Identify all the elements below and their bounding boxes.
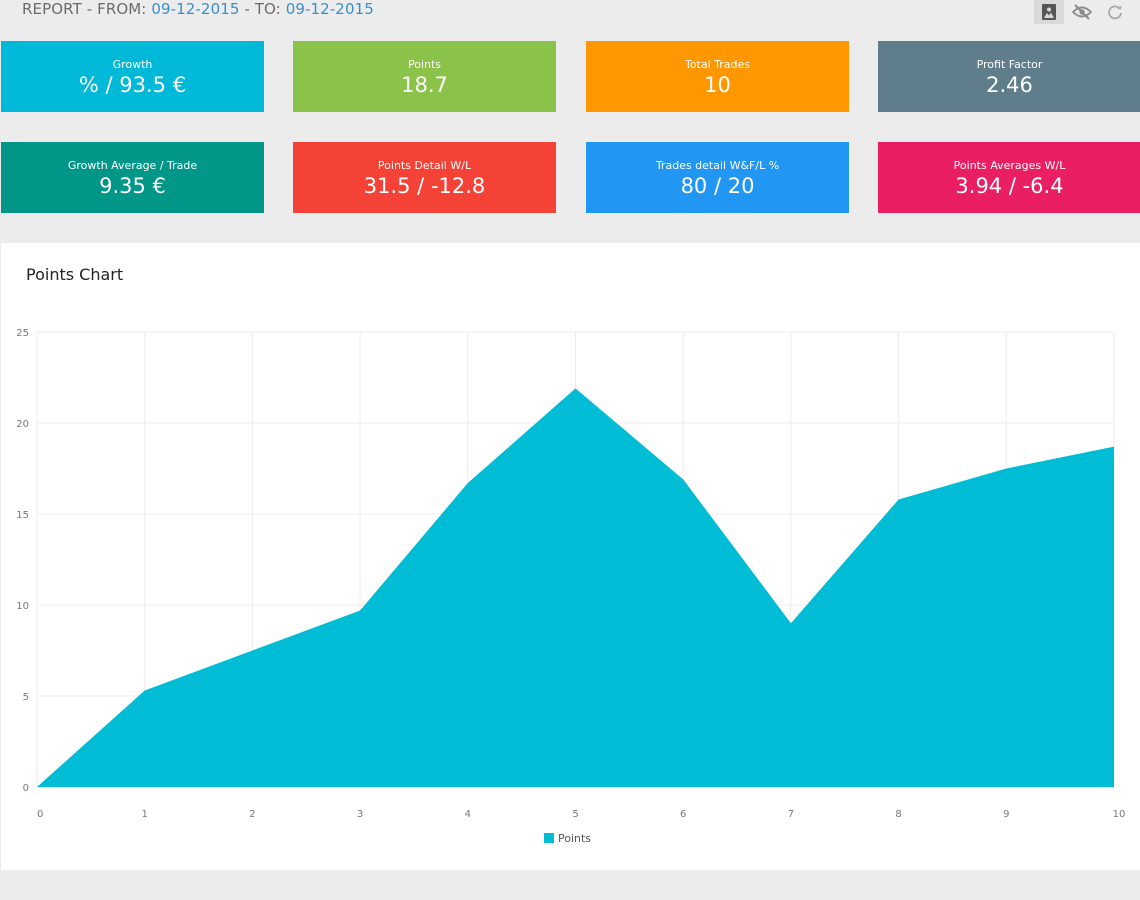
card-label: Total Trades <box>684 58 751 71</box>
points-chart: 0 5 10 15 20 25 0 1 2 3 4 5 6 7 8 9 10 Points <box>16 328 1126 845</box>
card-profit-factor: Profit Factor 2.46 <box>878 41 1140 112</box>
y-tick-label: 5 <box>23 692 29 703</box>
card-value: 18.7 <box>401 73 448 97</box>
y-tick-label: 25 <box>16 328 29 339</box>
y-tick-label: 10 <box>16 601 29 612</box>
x-tick-label: 6 <box>680 809 686 820</box>
card-value: 2.46 <box>986 73 1033 97</box>
chart-title: Points Chart <box>26 265 124 284</box>
x-tick-label: 5 <box>572 809 578 820</box>
card-label: Growth Average / Trade <box>67 159 198 172</box>
card-points: Points 18.7 <box>293 41 556 112</box>
x-tick-label: 10 <box>1113 809 1126 820</box>
x-tick-label: 0 <box>37 809 43 820</box>
x-tick-label: 4 <box>465 809 471 820</box>
x-tick-label: 8 <box>895 809 901 820</box>
y-tick-label: 20 <box>16 419 29 430</box>
card-value: % / 93.5 € <box>78 73 187 97</box>
series-area-points <box>37 388 1114 787</box>
report-prefix: REPORT - FROM: <box>22 0 152 18</box>
card-label: Trades detail W&F/L % <box>655 159 780 172</box>
legend-swatch <box>544 833 554 843</box>
card-points-averages: Points Averages W/L 3.94 / -6.4 <box>878 142 1140 213</box>
x-tick-label: 9 <box>1003 809 1009 820</box>
card-value: 80 / 20 <box>680 174 755 198</box>
card-label: Profit Factor <box>976 58 1043 71</box>
x-tick-label: 3 <box>357 809 363 820</box>
card-value: 9.35 € <box>99 174 166 198</box>
card-label: Growth <box>112 58 153 71</box>
y-tick-label: 15 <box>16 510 29 521</box>
x-tick-label: 1 <box>142 809 148 820</box>
card-value: 3.94 / -6.4 <box>955 174 1064 198</box>
x-tick-label: 7 <box>788 809 794 820</box>
report-middle: - TO: <box>239 0 286 18</box>
card-growth: Growth % / 93.5 € <box>1 41 264 112</box>
card-value: 10 <box>704 73 731 97</box>
card-trades-detail: Trades detail W&F/L % 80 / 20 <box>586 142 849 213</box>
card-label: Points <box>407 58 442 71</box>
card-points-detail: Points Detail W/L 31.5 / -12.8 <box>293 142 556 213</box>
to-date[interactable]: 09-12-2015 <box>285 0 374 18</box>
refresh-button[interactable] <box>1100 0 1130 24</box>
chart-panel: Points Chart 0 5 10 15 20 25 0 1 2 3 4 5 6 7 8 9 10 Point… <box>1 243 1140 870</box>
card-label: Points Detail W/L <box>377 159 472 172</box>
card-total-trades: Total Trades 10 <box>586 41 849 112</box>
card-label: Points Averages W/L <box>953 159 1066 172</box>
from-date[interactable]: 09-12-2015 <box>151 0 240 18</box>
report-header: REPORT - FROM: 09-12-2015 - TO: 09-12-20… <box>0 0 1140 24</box>
image-icon <box>1042 4 1056 20</box>
x-tick-label: 2 <box>249 809 255 820</box>
legend-label: Points <box>558 832 591 845</box>
report-title: REPORT - FROM: 09-12-2015 - TO: 09-12-20… <box>22 0 374 18</box>
card-value: 31.5 / -12.8 <box>363 174 486 198</box>
image-button[interactable] <box>1034 0 1064 24</box>
refresh-icon <box>1107 4 1123 20</box>
hide-button[interactable] <box>1067 0 1097 24</box>
y-tick-label: 0 <box>23 783 29 794</box>
card-growth-average: Growth Average / Trade 9.35 € <box>1 142 264 213</box>
eye-off-icon <box>1072 4 1092 20</box>
